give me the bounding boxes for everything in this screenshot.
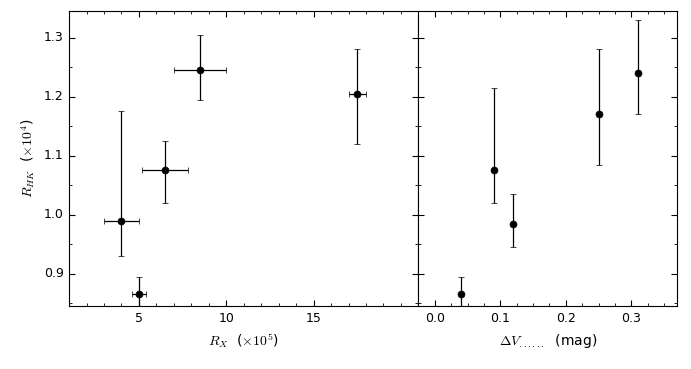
- Y-axis label: $R_{HK}$  ($\times 10^4$): $R_{HK}$ ($\times 10^4$): [19, 119, 37, 198]
- X-axis label: $R_X$  ($\times 10^5$): $R_X$ ($\times 10^5$): [208, 332, 279, 351]
- X-axis label: $\Delta V_{\mathbf{......}}$  (mag): $\Delta V_{\mathbf{......}}$ (mag): [499, 332, 597, 350]
